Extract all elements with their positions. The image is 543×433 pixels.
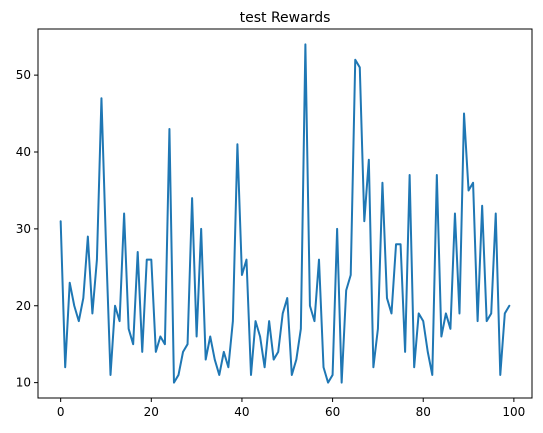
x-tick-label: 80 <box>416 405 431 419</box>
y-tick-label: 40 <box>16 145 31 159</box>
axis-ticks: 0 20 40 60 80 100 10 20 30 40 50 <box>16 68 526 419</box>
x-tick-label: 100 <box>502 405 525 419</box>
x-tick-label: 40 <box>234 405 249 419</box>
x-tick-label: 0 <box>57 405 65 419</box>
chart-title: test Rewards <box>240 10 331 26</box>
series-line <box>59 43 511 384</box>
y-tick-label: 10 <box>16 376 31 390</box>
y-tick-label: 30 <box>16 222 31 236</box>
x-tick-label: 20 <box>144 405 159 419</box>
x-tick-label: 60 <box>325 405 340 419</box>
y-tick-label: 20 <box>16 299 31 313</box>
y-tick-label: 50 <box>16 68 31 82</box>
plot-frame <box>37 28 533 399</box>
